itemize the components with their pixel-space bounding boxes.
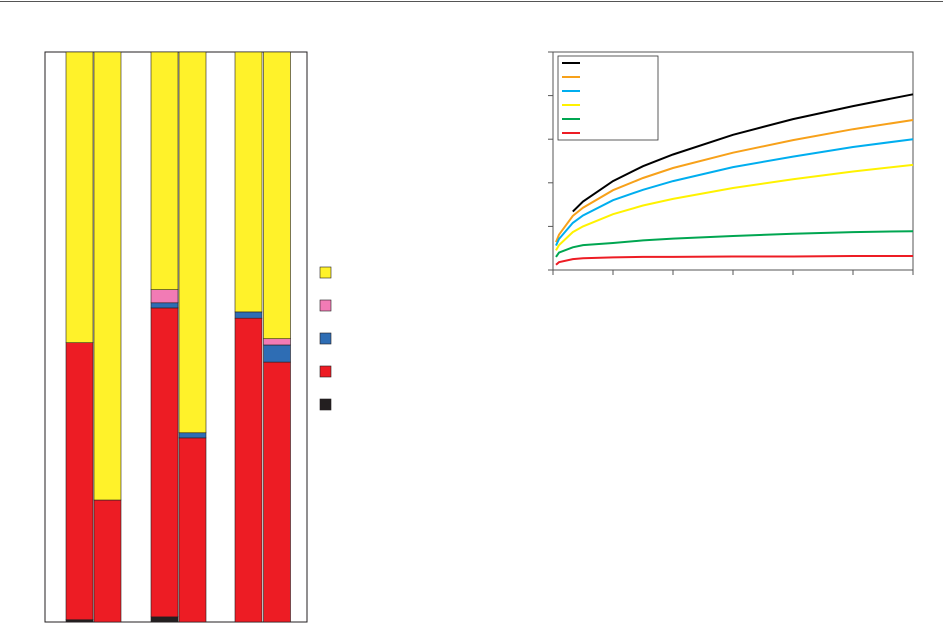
series-line: [572, 93, 914, 213]
bar-segment: [65, 342, 94, 621]
bar-segment: [65, 51, 94, 344]
series-line: [555, 163, 914, 251]
legend-swatch: [319, 299, 332, 312]
series-line: [555, 119, 914, 243]
bar-segment: [234, 317, 263, 623]
bar-segment: [234, 51, 263, 313]
legend-swatch: [319, 266, 332, 279]
bar-segment: [263, 51, 291, 340]
bar-segment: [263, 344, 291, 363]
bar-segment: [150, 51, 179, 290]
bar-segment: [150, 307, 179, 618]
bar-segment: [178, 437, 207, 623]
bar-segment: [150, 302, 179, 309]
bar-segment: [150, 289, 179, 304]
bar-segment: [234, 311, 263, 319]
bar-segment: [93, 499, 122, 623]
legend-swatch: [319, 332, 332, 345]
legend-swatch: [319, 365, 332, 378]
series-line: [555, 230, 914, 258]
bar-segment: [178, 432, 207, 439]
bar-segment: [93, 51, 122, 501]
series-line: [555, 255, 913, 266]
bar-segment: [150, 616, 179, 623]
bar-segment: [65, 619, 94, 623]
bar-segment: [178, 51, 207, 434]
legend-box: [557, 55, 659, 141]
bar-segment: [263, 338, 291, 346]
bar-segment: [263, 361, 291, 623]
series-line: [555, 138, 914, 247]
legend-swatch: [319, 398, 332, 411]
